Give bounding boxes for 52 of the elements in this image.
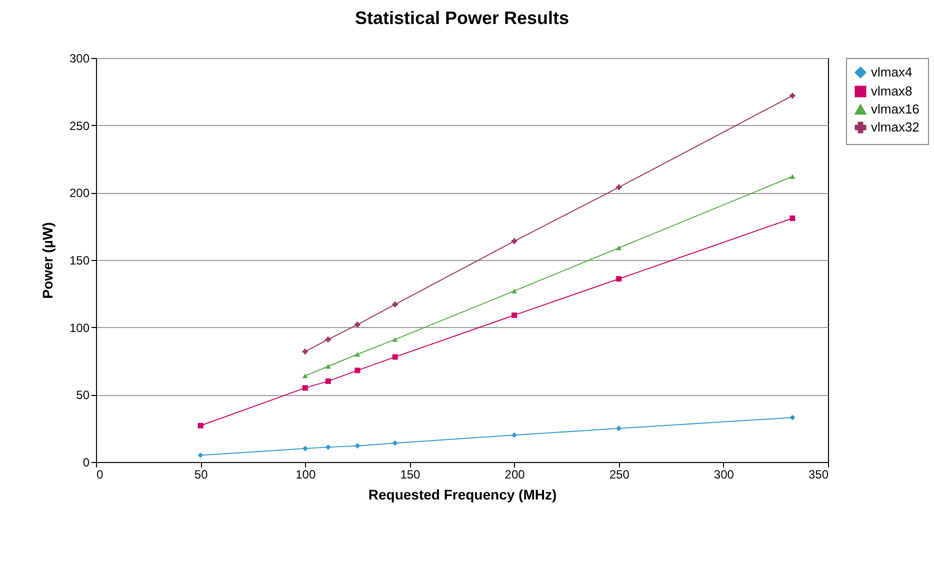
- point: [392, 354, 398, 360]
- y-axis-title: Power (µW): [39, 222, 56, 299]
- x-tick-label: 0: [96, 468, 104, 482]
- point: [512, 238, 518, 244]
- x-tick-label: 300: [714, 468, 734, 482]
- y-tick-label: 150: [69, 254, 90, 268]
- point: [790, 174, 796, 179]
- x-tick-label: 350: [808, 468, 829, 482]
- point: [325, 378, 331, 384]
- point: [354, 368, 360, 374]
- legend-label: vlmax32: [871, 120, 920, 134]
- legend-label: vlmax16: [871, 102, 920, 116]
- point: [198, 452, 204, 458]
- point: [392, 337, 398, 342]
- x-tick-label: 150: [400, 468, 421, 482]
- y-tick-label: 250: [69, 118, 90, 133]
- point: [302, 348, 308, 354]
- point: [392, 440, 398, 446]
- legend-label: vlmax4: [871, 64, 912, 80]
- x-tick-label: 250: [609, 468, 630, 482]
- y-tick-label: 50: [76, 388, 90, 402]
- point: [325, 444, 331, 450]
- y-tick-label: 0: [82, 456, 90, 470]
- point: [325, 364, 331, 369]
- x-tick-label: 100: [296, 468, 316, 482]
- y-tick-label: 100: [69, 320, 90, 335]
- chart-title: Statistical Power Results: [354, 8, 570, 28]
- point: [616, 184, 622, 190]
- point: [512, 288, 518, 294]
- point: [325, 336, 331, 342]
- point: [616, 246, 622, 250]
- point: [302, 373, 308, 378]
- point: [790, 414, 796, 420]
- point: [512, 432, 518, 438]
- x-tick-label: 200: [504, 468, 526, 482]
- x-tick-label: 50: [194, 468, 208, 482]
- y-tick-label: 200: [69, 186, 90, 200]
- point: [392, 302, 398, 308]
- point: [354, 443, 360, 449]
- point: [302, 446, 308, 452]
- point: [354, 352, 360, 357]
- point: [790, 216, 796, 221]
- point: [616, 426, 622, 432]
- point: [790, 92, 796, 98]
- point: [198, 422, 204, 428]
- x-axis-title: Requested Frequency (MHz): [368, 486, 557, 502]
- point: [354, 322, 360, 328]
- legend-label: vlmax8: [871, 84, 912, 98]
- point: [616, 276, 622, 282]
- y-tick-label: 300: [69, 52, 90, 66]
- point: [302, 385, 308, 391]
- point: [512, 312, 518, 318]
